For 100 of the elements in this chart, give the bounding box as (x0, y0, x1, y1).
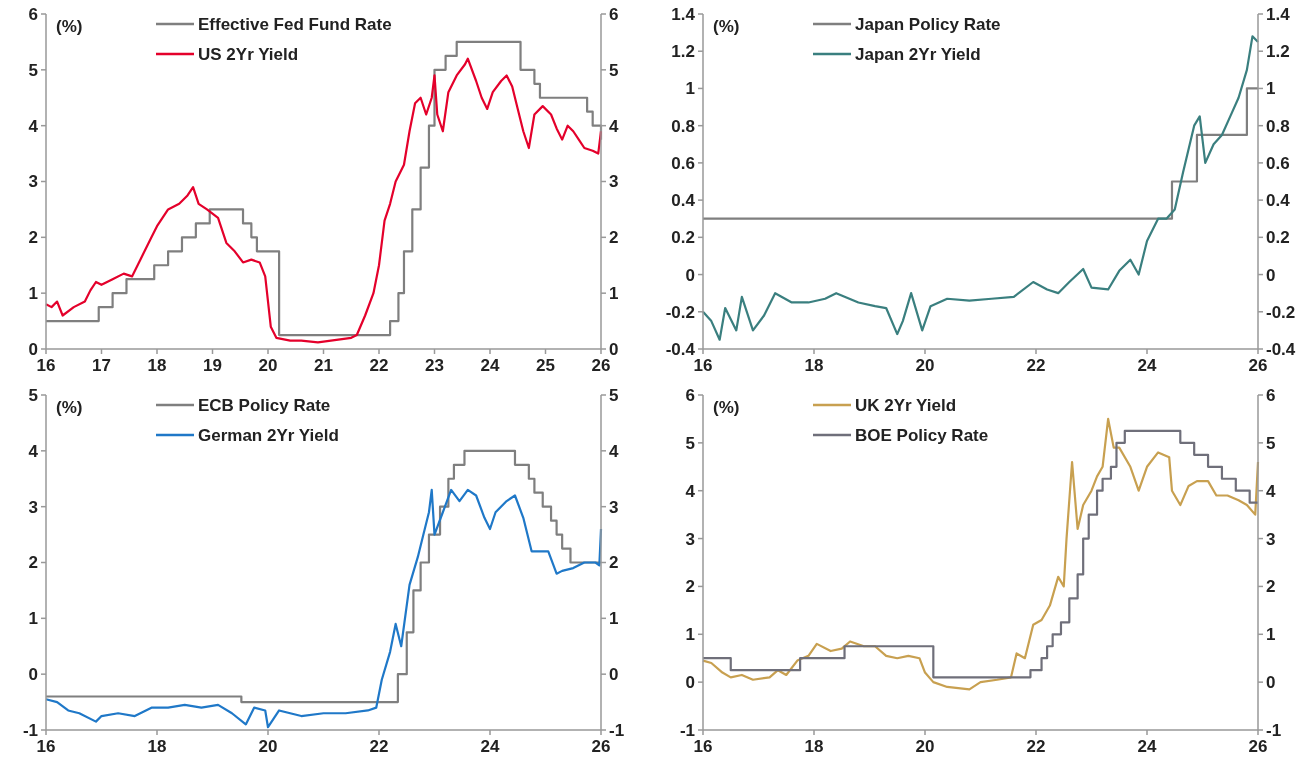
y-axis-title: (%) (56, 17, 83, 36)
y2-tick-label: 1 (609, 609, 619, 629)
y2-tick-label: -1 (609, 720, 625, 740)
x-tick-label: 22 (1026, 356, 1046, 375)
y-tick-label: 1 (28, 609, 38, 629)
y-tick-label: 1 (28, 284, 38, 304)
y2-tick-label: 2 (609, 228, 619, 248)
y-tick-label: 0 (685, 673, 695, 693)
y2-tick-label: 5 (1266, 433, 1276, 453)
x-tick-label: 20 (915, 737, 935, 756)
x-tick-label: 26 (1248, 356, 1268, 375)
y-tick-label: 1.4 (671, 4, 696, 24)
y-tick-label: 4 (685, 481, 696, 501)
y2-tick-label: 6 (609, 4, 619, 24)
y2-tick-label: 0 (609, 665, 619, 685)
y-tick-label: -0.4 (665, 339, 696, 359)
y2-tick-label: 4 (1266, 481, 1276, 501)
y-tick-label: 2 (28, 553, 38, 573)
x-tick-label: 24 (1137, 737, 1157, 756)
y-tick-label: 3 (28, 497, 38, 517)
y2-tick-label: 1.2 (1266, 42, 1290, 62)
y-tick-label: 3 (28, 172, 38, 192)
x-tick-label: 17 (92, 356, 111, 375)
legend-label: ECB Policy Rate (198, 395, 331, 415)
y-tick-label: 5 (28, 60, 38, 80)
y2-tick-label: 0.8 (1266, 116, 1290, 136)
legend-label: UK 2Yr Yield (855, 395, 957, 415)
y2-tick-label: 1 (1266, 79, 1276, 99)
y-tick-label: 1 (685, 625, 695, 645)
x-tick-label: 16 (693, 737, 713, 756)
x-tick-label: 22 (369, 737, 389, 756)
y2-tick-label: 4 (609, 116, 619, 136)
x-tick-label: 24 (480, 737, 500, 756)
y-tick-label: 1.2 (671, 42, 695, 62)
x-tick-label: 20 (915, 356, 935, 375)
x-tick-label: 16 (36, 356, 56, 375)
y-tick-label: 0 (28, 665, 38, 685)
x-tick-label: 23 (425, 356, 444, 375)
x-tick-label: 18 (804, 737, 824, 756)
x-tick-label: 26 (1248, 737, 1268, 756)
y2-tick-label: 1 (1266, 625, 1276, 645)
x-tick-label: 21 (314, 356, 333, 375)
x-tick-label: 24 (480, 356, 500, 375)
y-tick-label: 6 (28, 4, 38, 24)
x-tick-label: 16 (36, 737, 56, 756)
y2-tick-label: 4 (609, 441, 619, 461)
y2-tick-label: -0.2 (1266, 302, 1296, 322)
y-tick-label: 0.8 (671, 116, 695, 136)
y2-tick-label: 5 (609, 60, 619, 80)
y-tick-label: -0.2 (665, 302, 695, 322)
y-tick-label: 6 (685, 385, 695, 405)
x-tick-label: 19 (203, 356, 222, 375)
y-tick-label: 0.2 (671, 228, 695, 248)
y2-tick-label: 1 (609, 284, 619, 304)
y-tick-label: -1 (679, 720, 695, 740)
y2-tick-label: 5 (609, 385, 619, 405)
x-tick-label: 20 (258, 737, 278, 756)
y-tick-label: 0 (28, 339, 38, 359)
y2-tick-label: 6 (1266, 385, 1276, 405)
x-tick-label: 20 (258, 356, 278, 375)
y2-tick-label: 3 (609, 497, 619, 517)
y-tick-label: 0 (685, 265, 695, 285)
y-tick-label: 0.4 (671, 191, 696, 211)
y-tick-label: 1 (685, 79, 695, 99)
y2-tick-label: 2 (609, 553, 619, 573)
y2-tick-label: 0.2 (1266, 228, 1290, 248)
y2-tick-label: 0 (1266, 265, 1276, 285)
x-tick-label: 18 (804, 356, 824, 375)
y-tick-label: 3 (685, 529, 695, 549)
y2-tick-label: 3 (609, 172, 619, 192)
x-tick-label: 18 (147, 356, 167, 375)
y-tick-label: 5 (685, 433, 695, 453)
x-tick-label: 22 (1026, 737, 1046, 756)
y2-tick-label: 1.4 (1266, 4, 1291, 24)
y-tick-label: 4 (28, 441, 39, 461)
x-tick-label: 25 (536, 356, 555, 375)
y-tick-label: -1 (22, 720, 38, 740)
legend-label: German 2Yr Yield (198, 425, 339, 445)
y-axis-title: (%) (56, 398, 83, 417)
y-tick-label: 2 (28, 228, 38, 248)
y-tick-label: 0.6 (671, 153, 695, 173)
y-axis-title: (%) (713, 17, 740, 36)
y-tick-label: 5 (28, 385, 38, 405)
legend-label: Effective Fed Fund Rate (198, 14, 392, 34)
x-tick-label: 16 (693, 356, 713, 375)
y2-tick-label: -0.4 (1266, 339, 1296, 359)
line-series (701, 35, 1260, 341)
x-tick-label: 26 (591, 356, 611, 375)
y2-tick-label: 0 (1266, 673, 1276, 693)
legend-label: US 2Yr Yield (198, 44, 299, 64)
y2-tick-label: 0.4 (1266, 191, 1291, 211)
legend-label: BOE Policy Rate (855, 425, 989, 445)
y-axis-title: (%) (713, 398, 740, 417)
x-tick-label: 18 (147, 737, 167, 756)
legend-label: Japan 2Yr Yield (855, 44, 981, 64)
x-tick-label: 24 (1137, 356, 1157, 375)
y2-tick-label: 0.6 (1266, 153, 1290, 173)
y-tick-label: 4 (28, 116, 39, 136)
y2-tick-label: 2 (1266, 577, 1276, 597)
legend-label: Japan Policy Rate (855, 14, 1001, 34)
